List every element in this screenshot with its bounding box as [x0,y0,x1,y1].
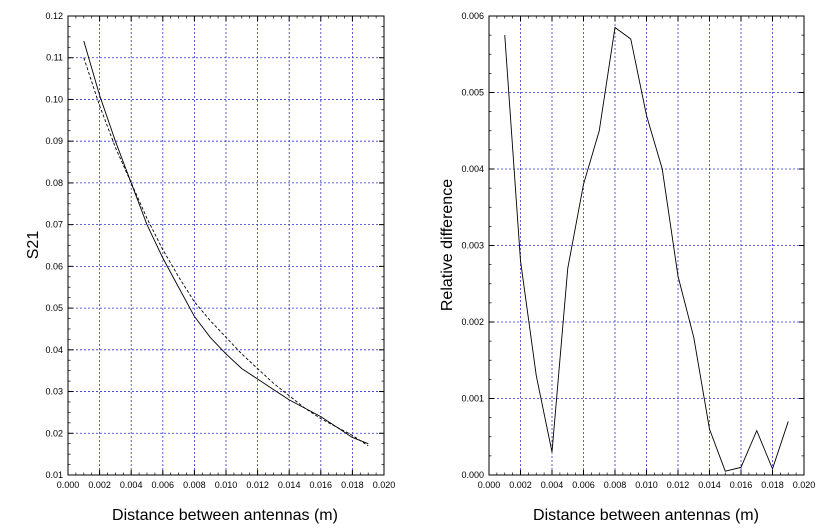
reldiff-y-tick-label: 0.000 [461,470,484,480]
s21-x-tick-label: 0.020 [373,480,396,490]
reldiff-x-tick-label: 0.018 [761,480,784,490]
s21-x-tick-label: 0.008 [183,480,206,490]
s21-y-tick-label: 0.05 [45,303,63,313]
s21-x-tick-label: 0.014 [278,480,301,490]
s21-y-tick-label: 0.04 [45,345,63,355]
s21-series-dashed-line [83,57,369,447]
reldiff-series-solid-line [504,26,789,472]
reldiff-x-tick-label: 0.006 [572,480,595,490]
s21-y-tick-label: 0.12 [45,11,63,21]
reldiff-y-tick-label: 0.001 [461,394,484,404]
reldiff-y-tick-label: 0.006 [461,11,484,21]
reldiff-x-tick-label: 0.014 [698,480,721,490]
reldiff-x-tick-label: 0.016 [730,480,753,490]
s21-x-axis-title: Distance between antennas (m) [112,507,338,524]
reldiff-x-tick-label: 0.012 [667,480,690,490]
reldiff-y-tick-label: 0.003 [461,241,484,251]
reldiff-x-tick-label: 0.008 [604,480,627,490]
s21-y-tick-label: 0.06 [45,261,63,271]
s21-x-tick-label: 0.006 [152,480,175,490]
s21-x-tick-label: 0.000 [57,480,80,490]
s21-y-tick-label: 0.08 [45,178,63,188]
reldiff-x-tick-label: 0.000 [478,480,501,490]
reldiff-y-tick-label: 0.002 [461,317,484,327]
s21-y-tick-label: 0.07 [45,220,63,230]
s21-x-tick-label: 0.016 [310,480,333,490]
s21-y-tick-label: 0.02 [45,428,63,438]
reldiff-x-tick-label: 0.002 [509,480,532,490]
s21-y-tick-label: 0.03 [45,387,63,397]
reldiff-y-axis-title: Relative difference [439,179,456,311]
s21-y-tick-label: 0.01 [45,470,63,480]
s21-x-tick-label: 0.010 [215,480,238,490]
relative-difference-chart: 0.000 0.002 0.004 0.006 0.008 0.010 0.012 0.014… [439,11,815,524]
s21-x-tick-label: 0.012 [246,480,269,490]
s21-x-tick-label: 0.018 [341,480,364,490]
reldiff-x-tick-label: 0.020 [793,480,816,490]
s21-chart: 0.000 0.002 0.004 0.006 0.008 0.010 0.012 0.014… [25,11,395,524]
s21-y-tick-label: 0.10 [45,94,63,104]
reldiff-y-tick-label: 0.005 [461,88,484,98]
s21-x-tick-label: 0.004 [120,480,143,490]
reldiff-x-tick-label: 0.010 [635,480,658,490]
reldiff-y-tick-label: 0.004 [461,164,484,174]
s21-y-tick-label: 0.11 [46,53,63,63]
s21-y-axis-title: S21 [25,231,42,260]
reldiff-x-axis-title: Distance between antennas (m) [533,507,759,524]
s21-series-solid-line [83,40,369,445]
s21-y-tick-label: 0.09 [45,136,63,146]
reldiff-x-tick-label: 0.004 [541,480,564,490]
s21-x-tick-label: 0.002 [88,480,111,490]
